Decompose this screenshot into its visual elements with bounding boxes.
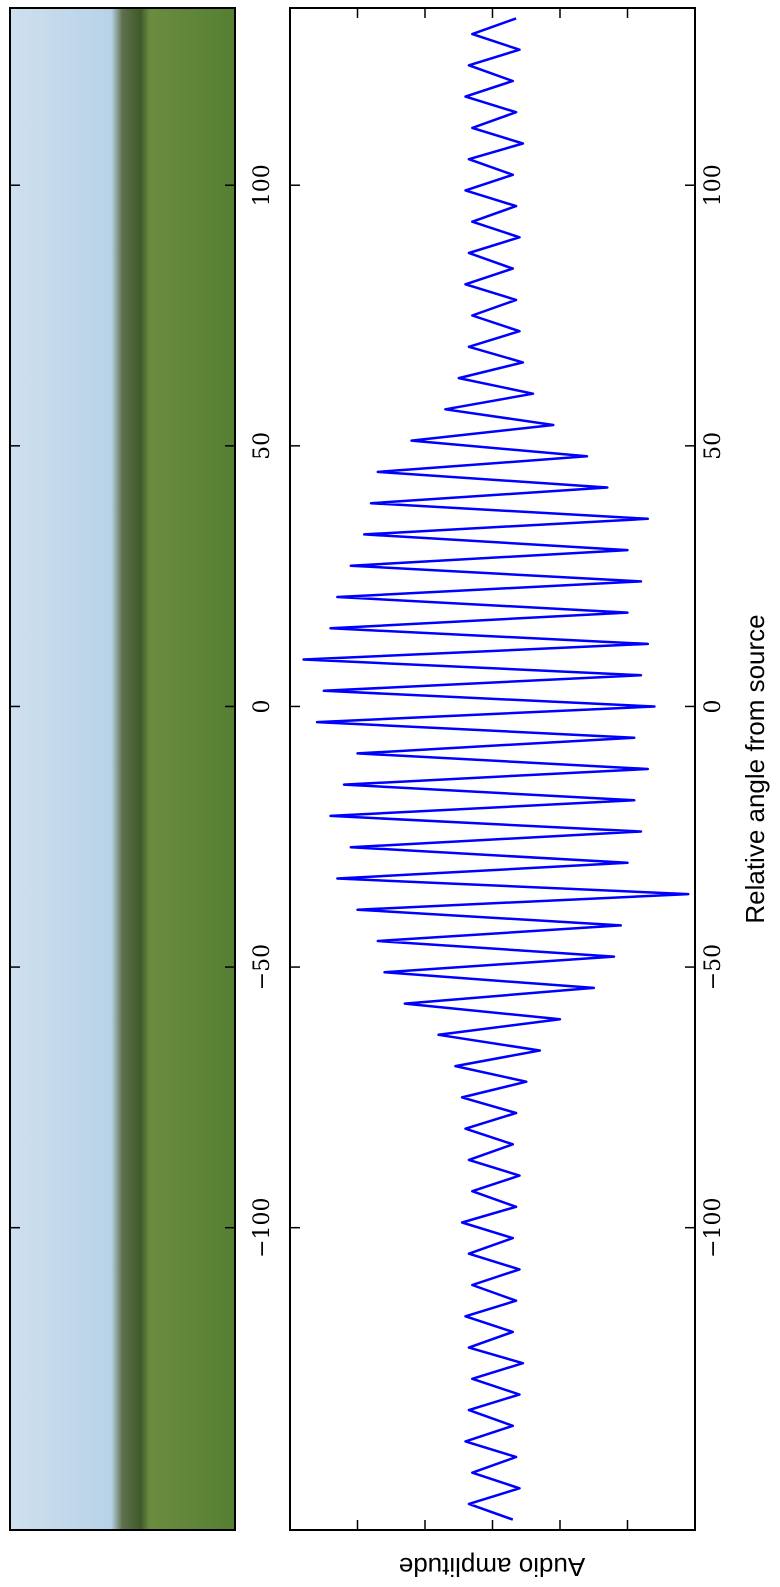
x-tick-label: −50 [701,944,726,990]
photo-x-tick-label: 0 [250,699,275,713]
figure: Relative angle from source Audio amplitu… [0,0,780,1587]
x-tick-label: 100 [701,164,726,206]
photo-x-tick-label: 50 [250,432,275,460]
x-tick-label: −100 [701,1197,726,1257]
page: Relative angle from source Audio amplitu… [0,0,780,1587]
y-axis-label: Audio amplitude [399,1552,585,1582]
panorama-photo [10,8,235,1530]
x-tick-label: 50 [701,432,726,460]
photo-x-tick-label: −100 [250,1197,275,1257]
x-tick-label: 0 [701,699,726,713]
photo-x-tick-label: −50 [250,944,275,990]
photo-x-tick-label: 100 [250,164,275,206]
x-axis-label: Relative angle from source [740,614,770,923]
waveform [304,18,689,1519]
